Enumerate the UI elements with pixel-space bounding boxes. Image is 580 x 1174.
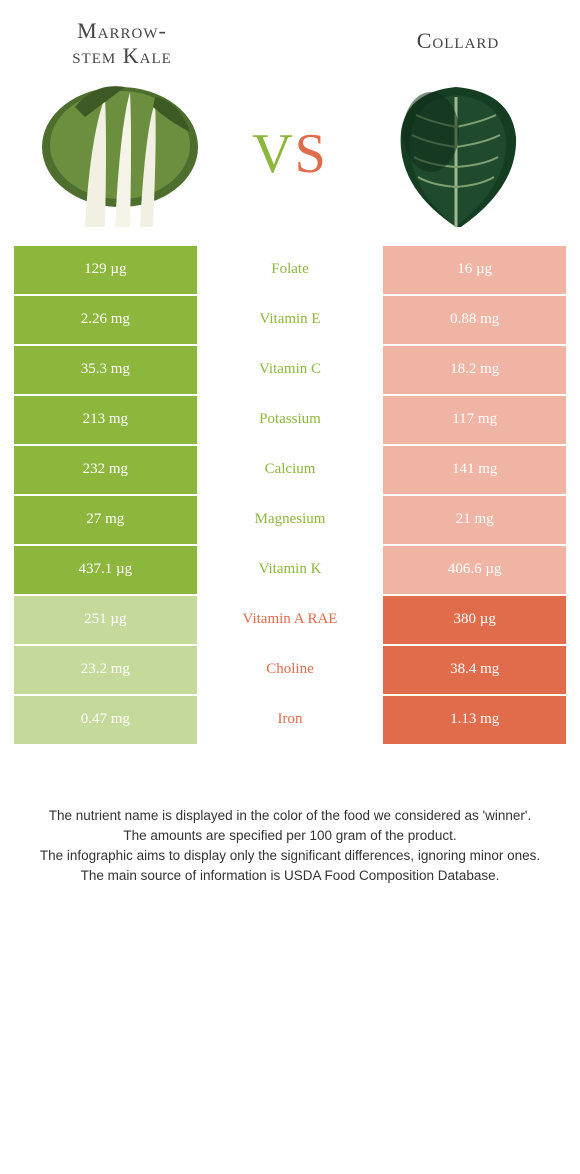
left-value: 23.2 mg	[14, 646, 199, 696]
right-value: 117 mg	[381, 396, 566, 446]
table-row: 35.3 mgVitamin C18.2 mg	[14, 346, 566, 396]
vs-letter-v: V	[252, 123, 294, 185]
left-value: 251 µg	[14, 596, 199, 646]
table-row: 129 µgFolate16 µg	[14, 246, 566, 296]
left-title-line2: stem Kale	[72, 43, 172, 68]
left-title-col: Marrow- stem Kale	[14, 18, 230, 69]
left-food-title: Marrow- stem Kale	[14, 18, 230, 69]
table-row: 2.26 mgVitamin E0.88 mg	[14, 296, 566, 346]
left-value: 213 mg	[14, 396, 199, 446]
right-value: 380 µg	[381, 596, 566, 646]
right-value: 1.13 mg	[381, 696, 566, 746]
left-title-line1: Marrow-	[77, 18, 167, 43]
footer-line-4: The main source of information is USDA F…	[22, 866, 558, 886]
vs-label: VS	[230, 122, 350, 186]
right-value: 0.88 mg	[381, 296, 566, 346]
left-value: 232 mg	[14, 446, 199, 496]
table-row: 232 mgCalcium141 mg	[14, 446, 566, 496]
footer-line-1: The nutrient name is displayed in the co…	[22, 806, 558, 826]
left-value: 0.47 mg	[14, 696, 199, 746]
left-value: 27 mg	[14, 496, 199, 546]
nutrient-name: Potassium	[199, 396, 382, 446]
collard-icon	[376, 77, 541, 232]
left-value: 129 µg	[14, 246, 199, 296]
right-value: 406.6 µg	[381, 546, 566, 596]
right-value: 16 µg	[381, 246, 566, 296]
right-value: 38.4 mg	[381, 646, 566, 696]
nutrient-name: Magnesium	[199, 496, 382, 546]
table-row: 23.2 mgCholine38.4 mg	[14, 646, 566, 696]
table-row: 437.1 µgVitamin K406.6 µg	[14, 546, 566, 596]
table-row: 251 µgVitamin A RAE380 µg	[14, 596, 566, 646]
nutrient-name: Vitamin C	[199, 346, 382, 396]
kale-icon	[35, 77, 210, 232]
infographic-container: Marrow- stem Kale Collard VS	[0, 0, 580, 917]
right-value: 141 mg	[381, 446, 566, 496]
left-food-image	[14, 77, 230, 232]
images-row: VS	[14, 77, 566, 232]
right-food-title: Collard	[350, 18, 566, 53]
nutrient-name: Iron	[199, 696, 382, 746]
nutrient-name: Vitamin A RAE	[199, 596, 382, 646]
footer-notes: The nutrient name is displayed in the co…	[14, 806, 566, 887]
left-value: 2.26 mg	[14, 296, 199, 346]
vs-letter-s: S	[295, 123, 328, 185]
nutrient-name: Vitamin K	[199, 546, 382, 596]
nutrient-name: Choline	[199, 646, 382, 696]
footer-line-3: The infographic aims to display only the…	[22, 846, 558, 866]
table-row: 213 mgPotassium117 mg	[14, 396, 566, 446]
right-value: 21 mg	[381, 496, 566, 546]
header-row: Marrow- stem Kale Collard	[14, 18, 566, 69]
footer-line-2: The amounts are specified per 100 gram o…	[22, 826, 558, 846]
table-row: 27 mgMagnesium21 mg	[14, 496, 566, 546]
table-row: 0.47 mgIron1.13 mg	[14, 696, 566, 746]
right-value: 18.2 mg	[381, 346, 566, 396]
left-value: 437.1 µg	[14, 546, 199, 596]
right-food-image	[350, 77, 566, 232]
comparison-table: 129 µgFolate16 µg2.26 mgVitamin E0.88 mg…	[14, 246, 566, 746]
nutrient-name: Vitamin E	[199, 296, 382, 346]
nutrient-name: Calcium	[199, 446, 382, 496]
right-title-col: Collard	[350, 18, 566, 53]
left-value: 35.3 mg	[14, 346, 199, 396]
nutrient-name: Folate	[199, 246, 382, 296]
